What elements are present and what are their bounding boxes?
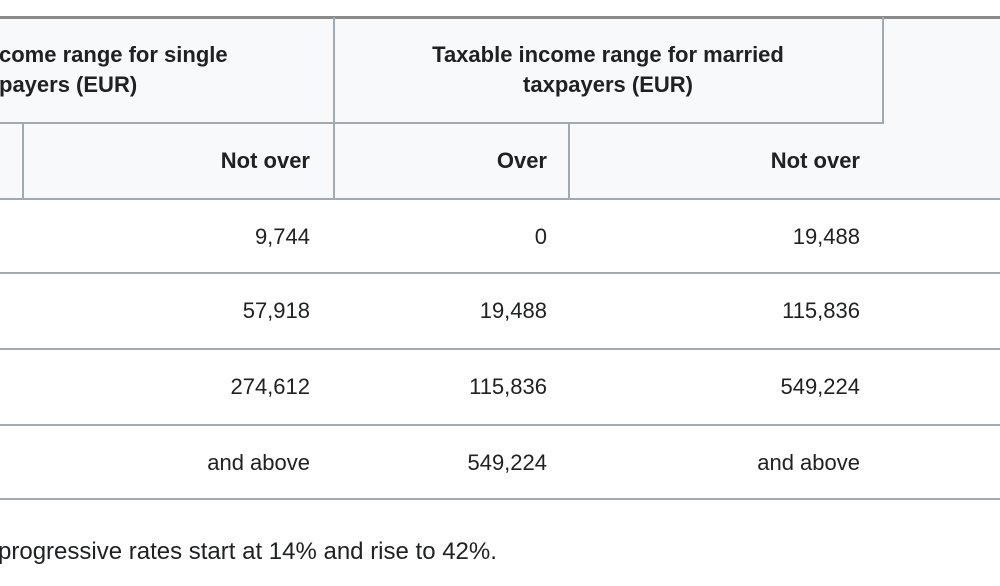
row-border bbox=[0, 348, 1000, 350]
cell: 9,744 bbox=[254, 224, 310, 249]
top-border bbox=[0, 16, 1000, 19]
cell: 115,836 bbox=[469, 374, 547, 399]
row-border bbox=[0, 198, 1000, 200]
column-header: Over bbox=[496, 148, 547, 173]
column-header: payers (EUR) bbox=[0, 72, 138, 97]
rule bbox=[333, 123, 335, 199]
row-border bbox=[0, 498, 1000, 500]
row-border bbox=[0, 424, 1000, 426]
header-bg bbox=[0, 17, 1000, 199]
rule bbox=[22, 123, 24, 199]
cell: 19,488 bbox=[792, 224, 860, 249]
cell: 274,612 bbox=[230, 374, 310, 399]
cell: 549,224 bbox=[467, 450, 547, 475]
cell: 0 bbox=[534, 224, 547, 249]
cell: 115,836 bbox=[782, 298, 860, 323]
row-border bbox=[0, 272, 1000, 274]
header-box bbox=[333, 17, 884, 124]
rule bbox=[0, 122, 334, 124]
rule bbox=[568, 123, 570, 199]
column-header: Taxable income range for married bbox=[432, 42, 784, 67]
cell: 549,224 bbox=[780, 374, 860, 399]
cell: 19,488 bbox=[479, 298, 547, 323]
cell: 57,918 bbox=[242, 298, 310, 323]
column-header: Not over bbox=[770, 148, 860, 173]
cell: and above bbox=[757, 450, 860, 475]
cell: and above bbox=[207, 450, 310, 475]
column-header: Not over bbox=[220, 148, 310, 173]
column-header: taxpayers (EUR) bbox=[523, 72, 693, 97]
column-header: come range for single bbox=[0, 42, 228, 67]
footnote: progressive rates start at 14% and rise … bbox=[0, 538, 497, 565]
